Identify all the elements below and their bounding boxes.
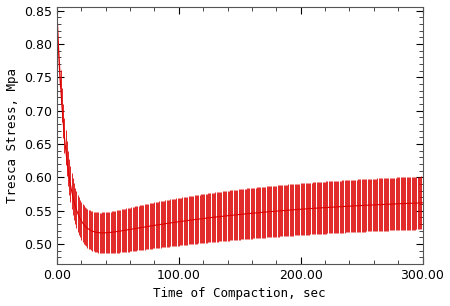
X-axis label: Time of Compaction, sec: Time of Compaction, sec [153, 287, 326, 300]
Y-axis label: Tresca Stress, Mpa: Tresca Stress, Mpa [5, 68, 18, 203]
